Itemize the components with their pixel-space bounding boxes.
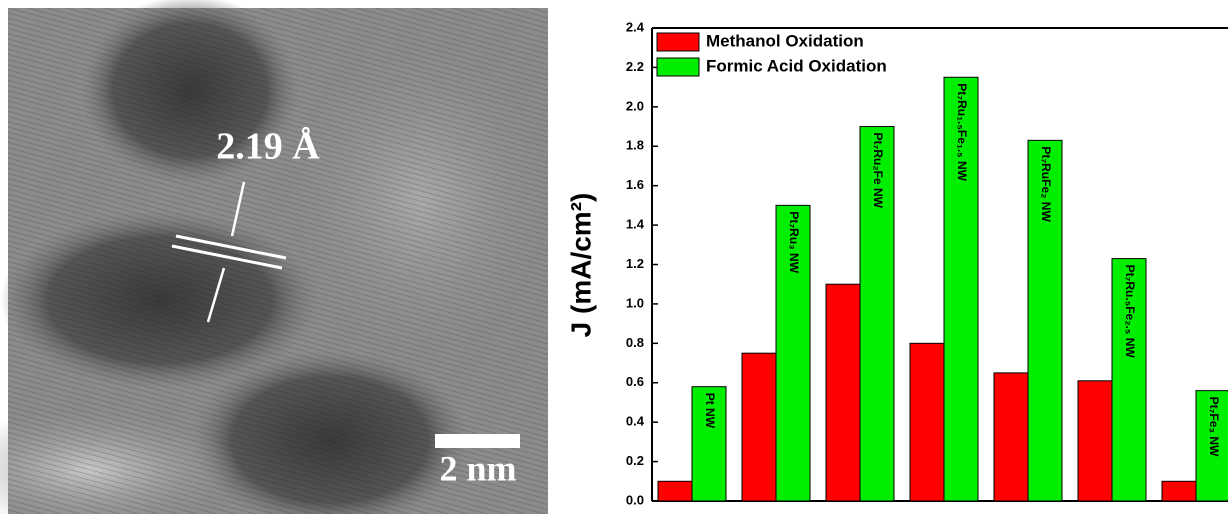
y-tick-label: 0.2 bbox=[626, 453, 644, 468]
y-tick-label: 2.0 bbox=[626, 98, 644, 113]
legend-swatch bbox=[657, 33, 699, 51]
figure: 2.19 Å 2 nm J (mA/cm²) 0.0 0.2 0.4 0.6 0.8 1.… bbox=[0, 0, 1228, 514]
y-tick-label: 0.0 bbox=[626, 492, 644, 507]
legend-swatch bbox=[657, 58, 699, 76]
category-label: Pt₇Ru₁.₅Fe₁.₅ NW bbox=[955, 83, 969, 181]
bar bbox=[994, 373, 1028, 501]
category-label: Pt₇Ru₃ NW bbox=[787, 211, 801, 273]
category-label: Pt₇Fe₃ NW bbox=[1207, 397, 1221, 457]
y-tick-label: 2.2 bbox=[626, 59, 644, 74]
category-label: Pt₇Ru₂Fe NW bbox=[871, 133, 885, 209]
bar bbox=[1162, 481, 1196, 501]
y-tick-label: 0.8 bbox=[626, 335, 644, 350]
lattice-annotation: 2.19 Å bbox=[216, 126, 320, 168]
y-tick-label: 0.6 bbox=[626, 374, 644, 389]
bar bbox=[658, 481, 692, 501]
y-tick-label: 1.0 bbox=[626, 295, 644, 310]
legend-label: Methanol Oxidation bbox=[706, 31, 864, 50]
y-tick-label: 1.2 bbox=[626, 256, 644, 271]
y-tick-label: 2.4 bbox=[626, 19, 645, 34]
category-label: Pt₇Ru.₅Fe₂.₅ NW bbox=[1123, 265, 1137, 359]
y-tick-label: 1.8 bbox=[626, 138, 644, 153]
y-tick-label: 0.4 bbox=[626, 414, 645, 429]
bar bbox=[742, 353, 776, 501]
tem-image: 2.19 Å 2 nm bbox=[0, 0, 550, 514]
bar bbox=[826, 284, 860, 501]
y-tick-label: 1.6 bbox=[626, 177, 644, 192]
bar bbox=[1078, 381, 1112, 501]
bar-chart: J (mA/cm²) 0.0 0.2 0.4 0.6 0.8 1.0 1.2 1.4 1.6 1.… bbox=[565, 19, 1228, 507]
category-label: Pt NW bbox=[703, 393, 717, 429]
y-tick-label: 1.4 bbox=[626, 217, 645, 232]
y-axis-label: J (mA/cm²) bbox=[565, 193, 596, 338]
legend-label: Formic Acid Oxidation bbox=[706, 56, 887, 75]
page: {"image": {"annotation": "2.19 Å", "scal… bbox=[0, 0, 1228, 514]
bar bbox=[910, 343, 944, 501]
category-label: Pt₇RuFe₂ NW bbox=[1039, 146, 1053, 222]
scale-bar-label: 2 nm bbox=[439, 448, 516, 488]
